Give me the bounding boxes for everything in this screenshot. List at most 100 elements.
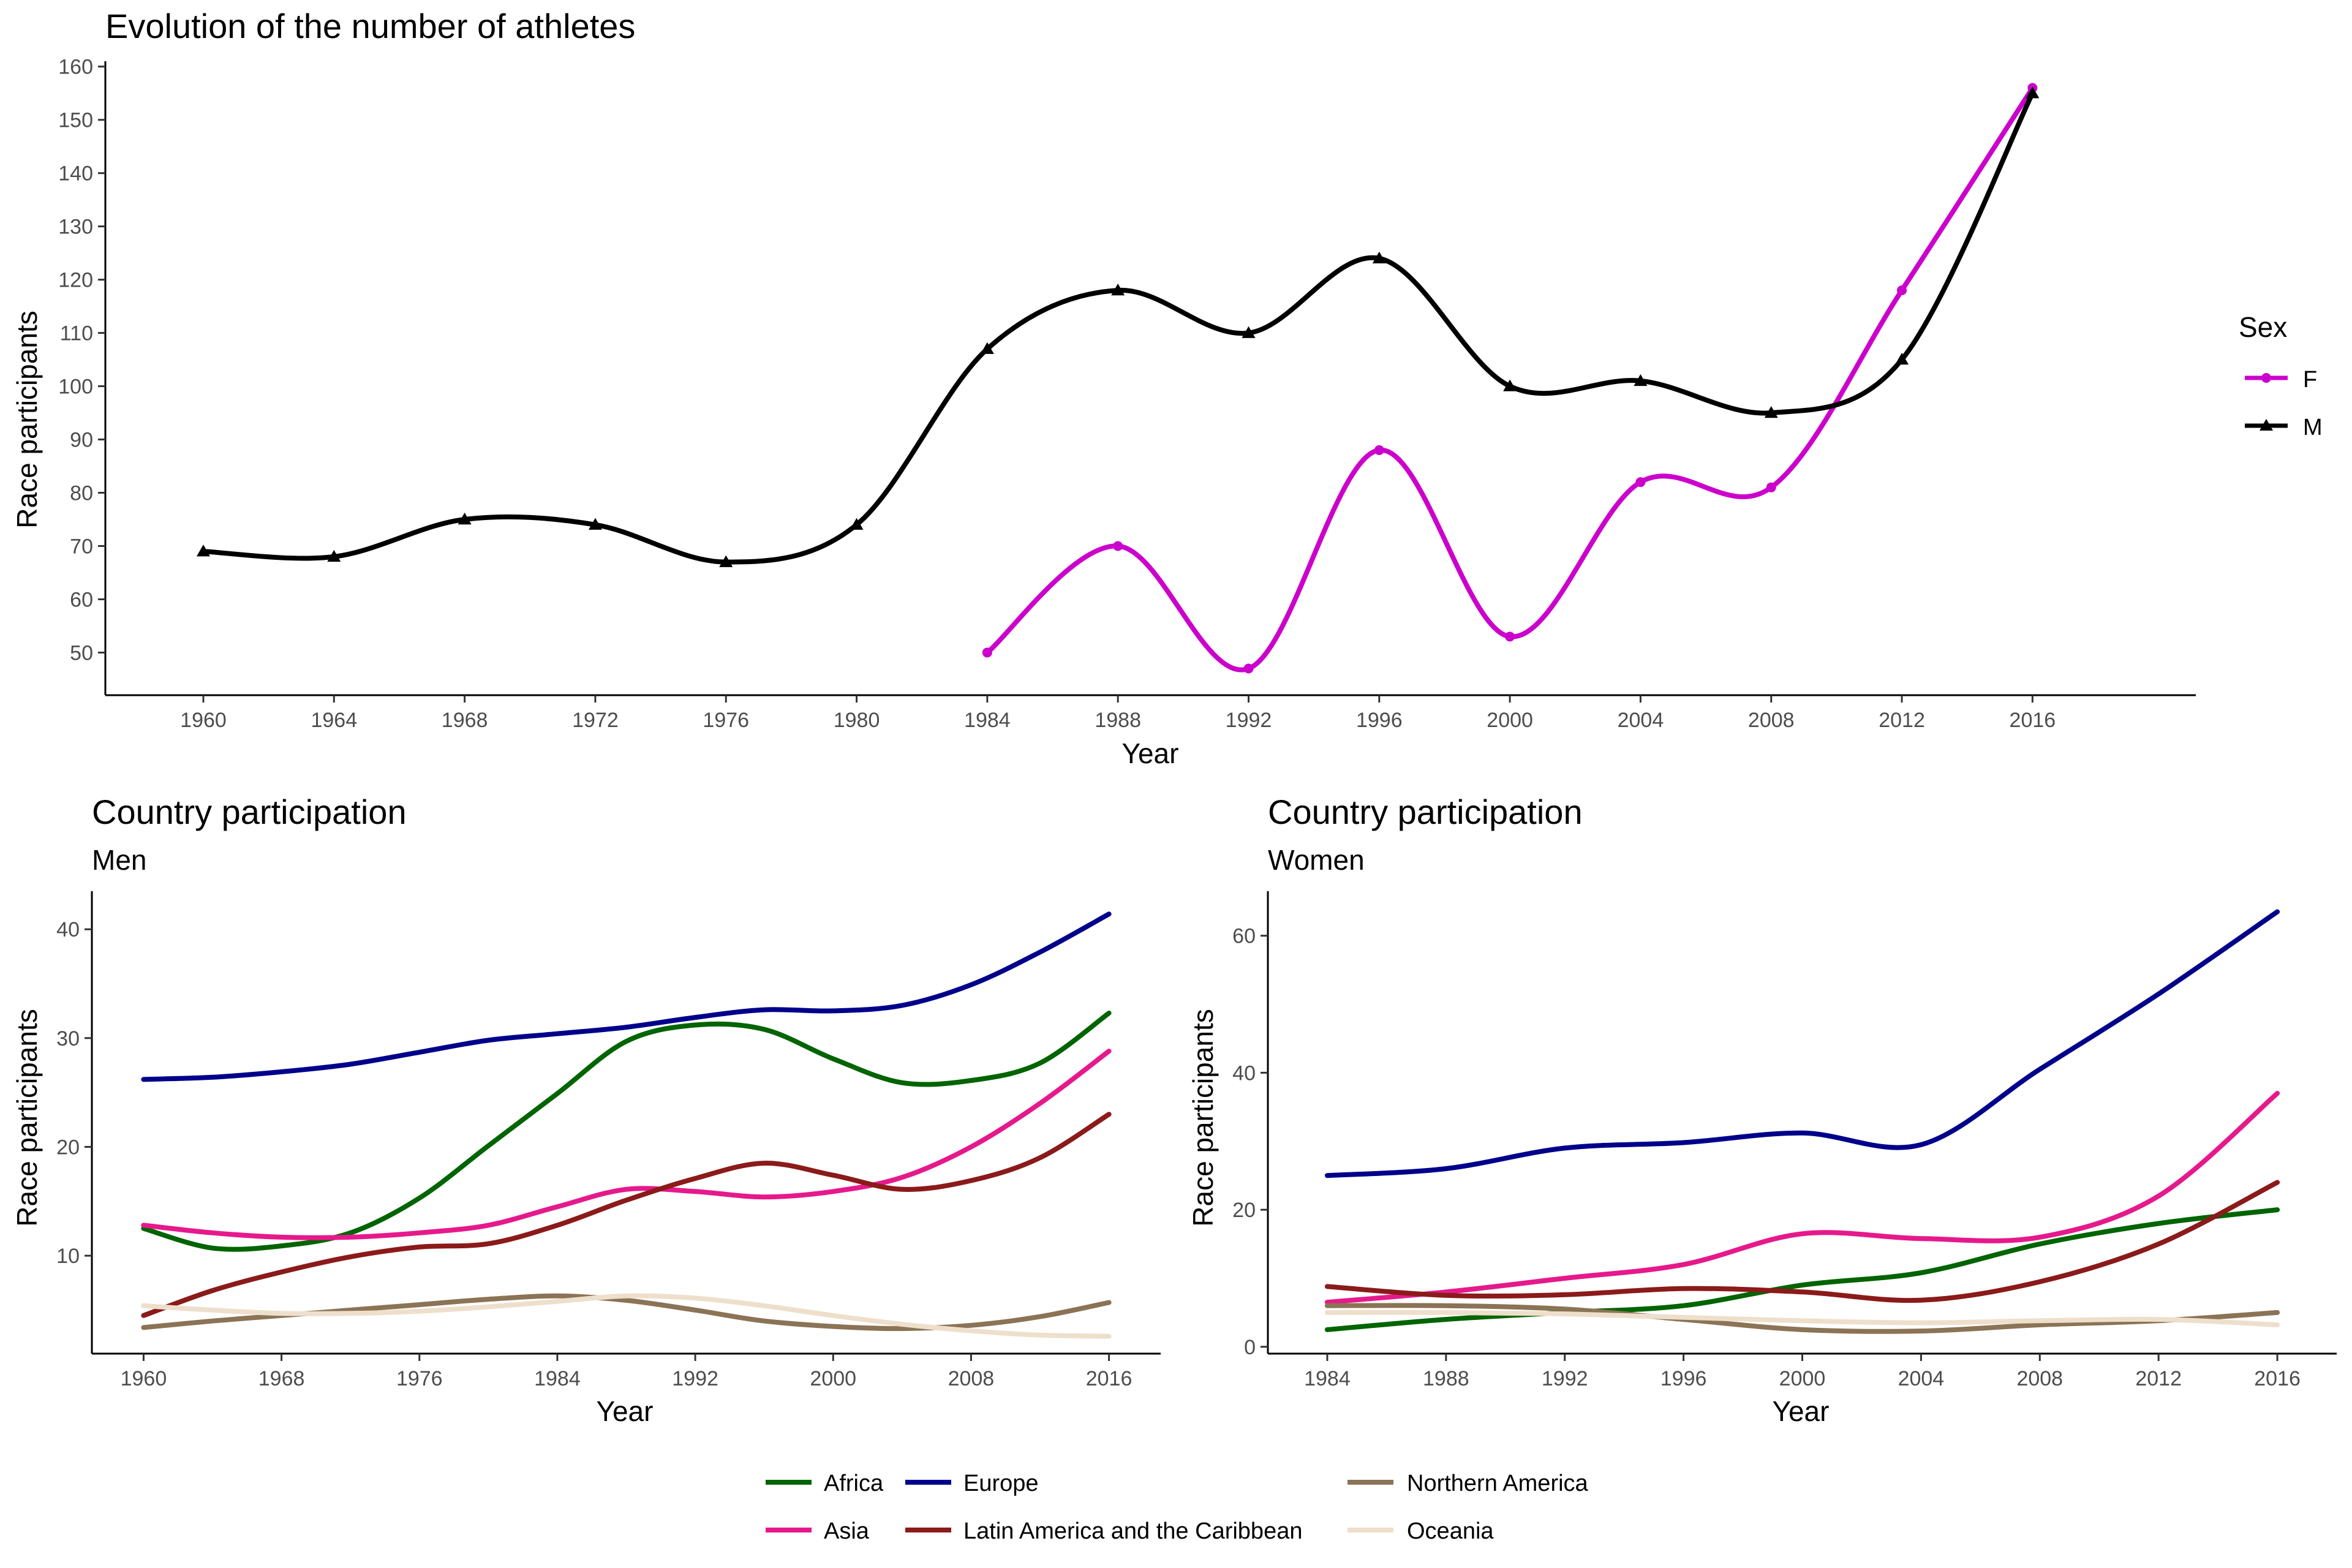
x-tick-label: 1988: [1423, 1367, 1469, 1390]
sex-legend: Sex F M: [2239, 311, 2323, 440]
point-marker-m: [980, 342, 994, 354]
legend-title: Sex: [2239, 311, 2287, 343]
point-marker-m: [850, 518, 864, 530]
x-tick-label: 1980: [834, 709, 880, 732]
legend-label-europe: Europe: [963, 1471, 1039, 1496]
axes: 1960 1968 1976 1984 1992 2000 2008 2016 10 20 30 40: [56, 891, 1161, 1390]
x-tick-label: 2004: [1618, 709, 1664, 732]
y-tick-label: 60: [70, 588, 93, 611]
y-tick-label: 10: [56, 1245, 80, 1268]
point-marker-m: [1242, 326, 1256, 338]
point-marker-m: [327, 549, 341, 562]
series-line-latin-america-and-the-caribbean: [141, 1112, 1112, 1318]
point-marker-m: [2026, 86, 2040, 99]
y-tick-label: 40: [1232, 1061, 1256, 1085]
women-chart: Country participation Women Year Race pa…: [1187, 793, 2337, 1427]
y-tick-label: 80: [70, 481, 93, 505]
series-line-africa: [141, 1011, 1112, 1252]
y-tick-label: 110: [60, 322, 93, 345]
y-tick-label: 120: [58, 269, 93, 292]
x-tick-label: 1984: [964, 709, 1011, 732]
legend-label-latin-america: Latin America and the Caribbean: [963, 1518, 1302, 1544]
chart-title: Country participation: [1268, 793, 1583, 831]
chart-subtitle: Men: [92, 844, 146, 876]
athletes-chart: Evolution of the number of athletes Year…: [11, 7, 2323, 769]
y-tick-label: 50: [70, 641, 93, 665]
x-tick-label: 2004: [1898, 1367, 1945, 1390]
y-tick-label: 0: [1244, 1336, 1256, 1359]
region-legend: Africa Asia Europe Latin America and the…: [766, 1471, 1589, 1544]
point-marker-f: [1897, 285, 1907, 295]
series-line-oceania: [141, 1293, 1112, 1339]
y-tick-label: 90: [70, 429, 93, 452]
x-tick-label: 2000: [1487, 709, 1533, 732]
point-marker-f: [1113, 541, 1123, 551]
point-marker-m: [719, 555, 733, 567]
series-lines: [1324, 909, 2280, 1334]
point-marker-m: [1895, 353, 1909, 365]
y-axis-label: Race participants: [11, 311, 43, 528]
point-marker-f: [982, 647, 992, 658]
point-marker-f: [1243, 663, 1254, 674]
x-tick-label: 1964: [311, 709, 357, 732]
x-tick-label: 2008: [1748, 709, 1795, 732]
point-marker-m: [588, 518, 602, 530]
x-tick-label: 1992: [1542, 1367, 1588, 1390]
x-tick-label: 1984: [534, 1367, 581, 1390]
y-tick-label: 40: [56, 918, 80, 941]
x-tick-label: 1996: [1660, 1367, 1707, 1390]
point-marker-f: [1635, 477, 1646, 488]
point-marker-m: [196, 545, 210, 557]
chart-title: Evolution of the number of athletes: [105, 7, 635, 45]
legend-label-africa: Africa: [824, 1471, 884, 1496]
y-axis-label: Race participants: [11, 1009, 43, 1226]
legend-label-oceania: Oceania: [1407, 1518, 1494, 1544]
x-tick-label: 1988: [1095, 709, 1141, 732]
series-line-asia: [141, 1049, 1112, 1240]
point-marker-f: [1374, 445, 1384, 455]
x-tick-label: 1972: [572, 709, 619, 732]
legend-label-asia: Asia: [824, 1518, 870, 1544]
y-tick-label: 150: [58, 109, 93, 132]
x-tick-label: 2012: [1879, 709, 1925, 732]
y-tick-label: 140: [58, 162, 93, 186]
x-axis-label: Year: [597, 1395, 654, 1427]
point-marker-m: [1503, 379, 1517, 391]
series-line-f: [984, 85, 2035, 673]
x-tick-label: 1992: [1226, 709, 1272, 732]
series-line-northern-america: [1324, 1303, 2280, 1334]
chart-title: Country participation: [92, 793, 407, 831]
axes: 1960 1964 1968 1972 1976 1980 1984 1988 1992 1996…: [58, 56, 2196, 732]
legend-marker-F: [2261, 373, 2271, 383]
series-line-europe: [1324, 909, 2280, 1178]
point-marker-m: [1634, 374, 1648, 386]
point-marker-m: [1764, 406, 1778, 418]
legend-marker-M: [2260, 419, 2273, 431]
y-tick-label: 100: [58, 375, 93, 399]
x-tick-label: 1968: [442, 709, 488, 732]
series-line-europe: [141, 911, 1112, 1082]
x-tick-label: 1976: [396, 1367, 443, 1390]
x-tick-label: 2000: [1779, 1367, 1826, 1390]
axes: 1984 1988 1992 1996 2000 2004 2008 2012 2016 0 20 4…: [1232, 891, 2337, 1390]
y-tick-label: 130: [58, 216, 93, 239]
y-tick-label: 60: [1232, 925, 1256, 948]
x-tick-label: 1996: [1356, 709, 1403, 732]
legend-label-northern-america: Northern America: [1407, 1471, 1589, 1496]
x-tick-label: 1992: [672, 1367, 718, 1390]
x-tick-label: 2016: [1086, 1367, 1133, 1390]
series-line-latin-america-and-the-caribbean: [1324, 1180, 2280, 1303]
x-axis-label: Year: [1773, 1395, 1830, 1427]
y-tick-label: 160: [58, 56, 93, 79]
x-tick-label: 1960: [121, 1367, 167, 1390]
point-marker-m: [1111, 283, 1125, 296]
y-axis-label: Race participants: [1187, 1009, 1219, 1226]
x-tick-label: 1984: [1304, 1367, 1351, 1390]
x-tick-label: 1960: [180, 709, 227, 732]
series-line-africa: [1324, 1207, 2280, 1332]
legend-label-M: M: [2303, 415, 2323, 440]
point-marker-m: [458, 512, 472, 525]
y-tick-label: 20: [56, 1136, 80, 1159]
x-tick-label: 2008: [2016, 1367, 2063, 1390]
